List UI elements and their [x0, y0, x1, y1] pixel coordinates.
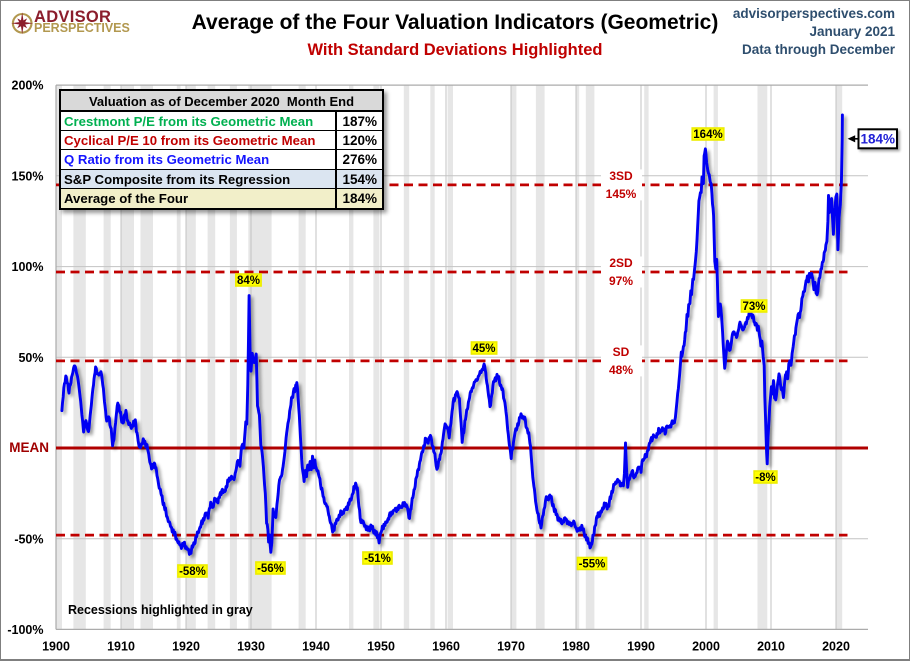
svg-text:-50%: -50%: [14, 532, 43, 546]
svg-text:100%: 100%: [12, 260, 44, 274]
svg-text:1950: 1950: [367, 640, 395, 654]
svg-text:SD: SD: [613, 345, 630, 359]
svg-text:184%: 184%: [861, 132, 896, 147]
svg-text:1900: 1900: [42, 640, 70, 654]
svg-text:1920: 1920: [172, 640, 200, 654]
svg-text:48%: 48%: [609, 363, 633, 377]
svg-text:MEAN: MEAN: [9, 440, 49, 455]
svg-text:1930: 1930: [237, 640, 265, 654]
svg-text:1980: 1980: [562, 640, 590, 654]
svg-text:2010: 2010: [757, 640, 785, 654]
svg-text:73%: 73%: [742, 301, 765, 313]
svg-text:-55%: -55%: [579, 559, 606, 571]
svg-text:84%: 84%: [237, 275, 260, 287]
svg-text:200%: 200%: [12, 79, 44, 93]
svg-text:1940: 1940: [302, 640, 330, 654]
svg-text:1970: 1970: [497, 640, 525, 654]
svg-text:50%: 50%: [18, 351, 43, 365]
svg-text:150%: 150%: [12, 169, 44, 183]
svg-text:1990: 1990: [627, 640, 655, 654]
svg-text:1960: 1960: [432, 640, 460, 654]
svg-text:3SD: 3SD: [609, 169, 633, 183]
svg-text:Recessions highlighted in gray: Recessions highlighted in gray: [68, 603, 253, 617]
svg-text:97%: 97%: [609, 274, 633, 288]
svg-text:145%: 145%: [606, 187, 637, 201]
svg-text:45%: 45%: [472, 343, 495, 355]
svg-text:-51%: -51%: [364, 553, 391, 565]
svg-text:164%: 164%: [693, 129, 722, 141]
svg-text:2SD: 2SD: [609, 256, 633, 270]
svg-text:2020: 2020: [822, 640, 850, 654]
svg-text:-100%: -100%: [7, 623, 43, 637]
svg-text:1910: 1910: [107, 640, 135, 654]
svg-text:-58%: -58%: [179, 566, 206, 578]
svg-text:2000: 2000: [692, 640, 720, 654]
svg-text:-8%: -8%: [755, 472, 775, 484]
svg-text:-56%: -56%: [257, 563, 284, 575]
